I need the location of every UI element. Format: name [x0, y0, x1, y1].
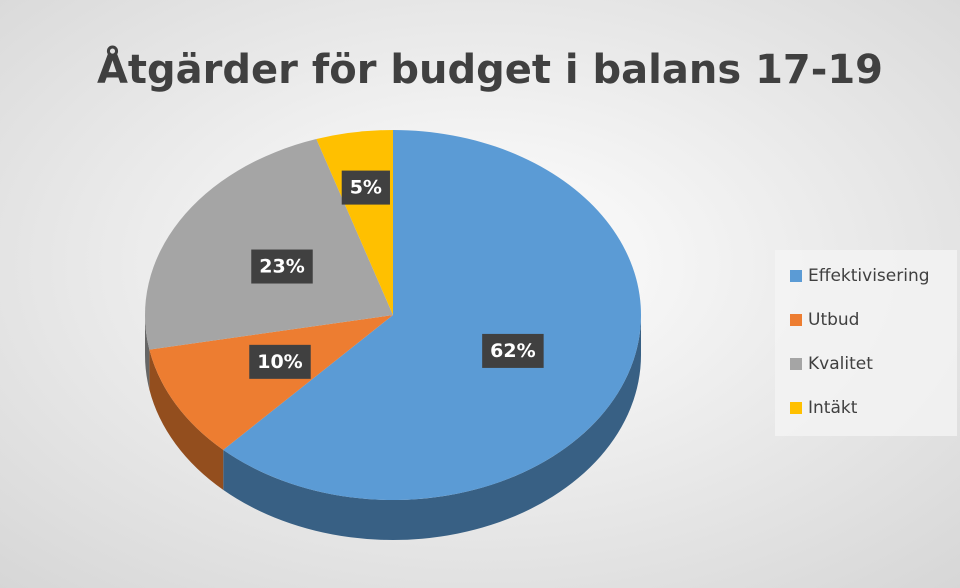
slice — [145, 139, 393, 350]
slice-side — [149, 349, 224, 490]
legend-swatch — [790, 358, 802, 370]
slice-side — [145, 315, 150, 390]
legend-swatch — [790, 314, 802, 326]
legend-label: Kvalitet — [808, 354, 873, 374]
legend-label: Utbud — [808, 310, 859, 330]
chart-title: Åtgärder för budget i balans 17-19 — [97, 44, 883, 93]
data-label-bg — [251, 249, 313, 284]
legend-swatch — [790, 270, 802, 282]
legend-label: Effektivisering — [808, 266, 930, 286]
data-label-bg — [249, 344, 311, 379]
data-label: 23% — [259, 256, 304, 278]
data-label-bg — [341, 170, 390, 205]
data-label: 62% — [490, 340, 535, 362]
legend-box — [775, 250, 957, 436]
data-label: 10% — [257, 351, 302, 373]
slice-side — [223, 315, 642, 541]
legend-swatch — [790, 402, 802, 414]
data-label-bg — [482, 333, 544, 368]
slice — [223, 130, 642, 500]
legend-label: Intäkt — [808, 398, 858, 418]
data-label: 5% — [350, 177, 382, 199]
slice — [149, 315, 393, 450]
